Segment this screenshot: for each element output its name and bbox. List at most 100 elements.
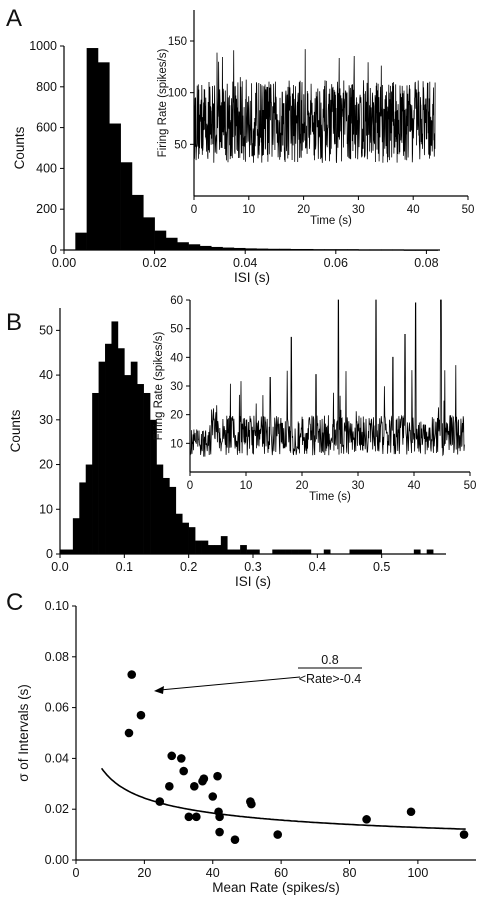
- scatter-point: [459, 830, 469, 839]
- panel-a-y-tick-label: 0: [50, 243, 57, 257]
- panel-b-inset-y-tick-label: 60: [170, 295, 183, 307]
- histogram-bar: [79, 482, 87, 554]
- histogram-bar: [92, 392, 99, 554]
- histogram-bar: [323, 549, 331, 554]
- histogram-bar: [111, 321, 119, 554]
- histogram-bar: [279, 248, 291, 250]
- scatter-point: [247, 799, 256, 809]
- histogram-bar: [403, 249, 416, 251]
- panel-b-inset-x-axis-label: Time (s): [309, 491, 351, 503]
- panel-c-y-tick-label: 0.04: [45, 751, 69, 765]
- panel-a-x-tick-label: 0.08: [414, 256, 438, 270]
- histogram-bar: [426, 549, 434, 554]
- histogram-bar: [86, 48, 99, 250]
- histogram-bar: [222, 247, 235, 250]
- panel-c-y-tick-label: 0.00: [45, 853, 69, 867]
- histogram-bar: [246, 549, 254, 554]
- panel-b-inset-x-tick-label: 0: [187, 480, 193, 492]
- scatter-point: [167, 751, 177, 761]
- histogram-bar: [290, 248, 303, 251]
- histogram-bar: [426, 249, 439, 251]
- panel-b-x-tick-label: 0.3: [244, 560, 261, 574]
- fit-annotation-arrow-line: [159, 676, 301, 691]
- histogram-bar: [298, 549, 305, 554]
- histogram-bar: [211, 246, 223, 250]
- panel-a-y-tick-label: 600: [36, 121, 57, 135]
- panel-a-inset-y-axis-label: Firing Rate (spikes/s): [157, 49, 169, 158]
- scatter-point: [127, 670, 137, 679]
- panel-b-inset-x-tick-label: 30: [352, 480, 365, 492]
- scatter-point: [124, 728, 134, 738]
- scatter-point: [189, 782, 199, 791]
- histogram-bar: [60, 549, 67, 554]
- histogram-bar: [413, 549, 421, 554]
- panel-b-inset-x-tick-label: 40: [408, 480, 421, 492]
- panel-b-inset-y-tick-label: 20: [170, 410, 183, 422]
- panel-letter-a: A: [6, 5, 22, 32]
- panel-c-x-tick-label: 60: [274, 866, 288, 880]
- panel-b-inset-y-tick-label: 50: [170, 324, 183, 336]
- histogram-bar: [137, 384, 144, 554]
- histogram-bar: [272, 549, 280, 554]
- panel-a-inset-y-tick-label: 150: [168, 36, 187, 48]
- histogram-bar: [392, 249, 405, 251]
- histogram-bar: [143, 392, 151, 554]
- panel-b-inset-y-tick-label: 30: [170, 381, 183, 393]
- scatter-point: [213, 771, 222, 781]
- panel-b-y-tick-label: 20: [39, 458, 53, 472]
- histogram-bar: [124, 375, 132, 554]
- panel-b-inset-trace: [189, 299, 465, 458]
- panel-b-inset-y-tick-label: 10: [170, 438, 183, 450]
- scatter-point: [199, 774, 209, 784]
- panel-c-x-tick-label: 80: [343, 866, 357, 880]
- panel-c-x-tick-label: 100: [407, 866, 428, 880]
- histogram-bar: [188, 244, 201, 250]
- panel-b-x-tick-label: 0.0: [51, 560, 68, 574]
- histogram-bar: [117, 348, 125, 554]
- panel-a-inset-x-tick-label: 30: [352, 204, 365, 216]
- panel-b-y-tick-label: 40: [39, 368, 53, 382]
- fit-curve: [100, 767, 466, 830]
- scatter-point: [230, 835, 240, 844]
- histogram-bar: [415, 249, 427, 251]
- panel-a-y-axis-label: Counts: [12, 126, 27, 169]
- histogram-bar: [233, 247, 246, 250]
- scatter-point: [362, 815, 371, 824]
- panel-c-y-tick-label: 0.06: [45, 701, 69, 715]
- scatter-point: [215, 812, 224, 822]
- histogram-bar: [375, 549, 382, 554]
- histogram-bar: [214, 545, 222, 554]
- histogram-bar: [131, 194, 144, 250]
- panel-c-y-axis-label: σ of Intervals (s): [16, 684, 31, 782]
- panel-b-x-axis-label: ISI (s): [235, 574, 271, 589]
- histogram-bar: [175, 513, 183, 554]
- histogram-bar: [278, 549, 286, 554]
- panel-b-y-axis-label: Counts: [8, 409, 23, 452]
- histogram-bar: [369, 249, 382, 251]
- panel-b-y-tick-label: 50: [39, 323, 53, 337]
- histogram-bar: [304, 549, 312, 554]
- panel-b-inset-x-tick-label: 20: [296, 480, 309, 492]
- histogram-bar: [169, 486, 177, 554]
- histogram-bar: [130, 361, 138, 554]
- panel-a-inset-x-tick-label: 0: [191, 204, 197, 216]
- panel-a-inset-x-tick-label: 40: [407, 204, 420, 216]
- panel-a-histogram: 0.00 0.02 0.04 0.06 0.0802004006008001000ISI…: [12, 39, 440, 285]
- panel-a-y-tick-label: 200: [36, 202, 57, 216]
- histogram-bar: [267, 248, 280, 250]
- histogram-bar: [98, 361, 106, 554]
- histogram-bar: [240, 545, 247, 554]
- panel-a-y-tick-label: 1000: [29, 39, 57, 53]
- panel-b-y-tick-label: 30: [39, 413, 53, 427]
- panel-c-x-tick-label: 40: [206, 866, 220, 880]
- histogram-bar: [285, 549, 292, 554]
- panel-b-inset-y-tick-label: 40: [170, 352, 183, 364]
- panel-a-x-tick-label: 0.06: [324, 256, 348, 270]
- histogram-bar: [381, 249, 393, 251]
- panel-a-inset-x-tick-label: 50: [462, 204, 475, 216]
- histogram-bar: [154, 230, 167, 250]
- panel-a-inset-y-tick-label: 50: [174, 139, 187, 151]
- histogram-bar: [75, 232, 87, 250]
- panel-c-y-tick-label: 0.10: [45, 599, 69, 613]
